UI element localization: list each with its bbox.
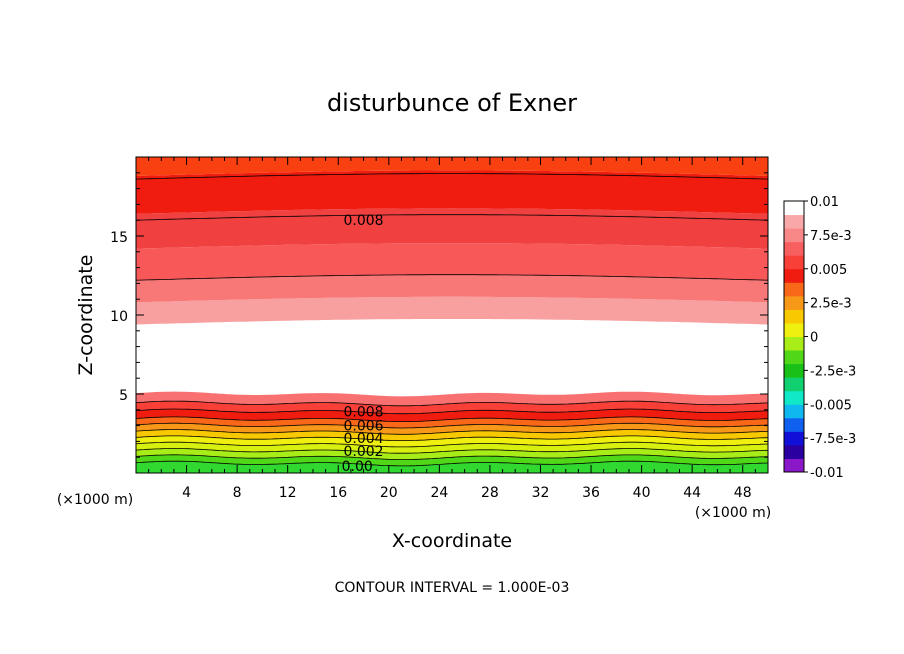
x-tick-label: 48	[734, 485, 752, 501]
colorbar-band	[784, 417, 804, 432]
contour-line	[135, 441, 769, 448]
colorbar-label: 0.01	[810, 195, 839, 210]
contour-region	[136, 274, 768, 303]
contour-label: 0.004	[343, 431, 383, 447]
colorbar-band	[784, 214, 804, 229]
contour-region	[136, 208, 768, 249]
x-tick-label: 12	[279, 485, 297, 501]
colorbar-band	[784, 255, 804, 270]
y-axis-label: Z-coordinate	[75, 255, 97, 376]
colorbar-label: 0.005	[810, 263, 847, 278]
x-axis-label: X-coordinate	[392, 530, 512, 552]
contour-label: 0.008	[343, 213, 383, 229]
contour-line	[135, 173, 769, 180]
contour-region	[136, 170, 768, 214]
contour-line	[135, 400, 769, 407]
colorbar-label: -2.5e-3	[810, 364, 856, 379]
colorbar-band	[784, 241, 804, 256]
x-tick-label: 4	[182, 485, 191, 501]
x-unit-left: (×1000 m)	[57, 492, 133, 508]
contour-label: 0.002	[343, 444, 383, 460]
colorbar-band	[784, 309, 804, 324]
contour-line	[135, 429, 769, 435]
y-tick-label: 5	[119, 388, 128, 404]
contour-line	[135, 448, 769, 454]
colorbar-band	[784, 268, 804, 283]
contour-line	[135, 408, 769, 415]
colorbar-band	[784, 336, 804, 351]
contour-region	[136, 296, 768, 325]
colorbar-band	[784, 295, 804, 310]
contour-region	[136, 461, 768, 473]
colorbar-band	[784, 444, 804, 459]
colorbar-label: 7.5e-3	[810, 229, 852, 244]
contour-region	[136, 401, 768, 414]
colorbar-band	[784, 322, 804, 337]
contour-region	[136, 409, 768, 422]
colorbar-band	[784, 228, 804, 243]
x-tick-label: 28	[481, 485, 499, 501]
colorbar-label: 0	[810, 331, 818, 346]
contour-interval-note: CONTOUR INTERVAL = 1.000E-03	[335, 580, 570, 596]
x-unit-right: (×1000 m)	[695, 505, 771, 521]
colorbar-label: 2.5e-3	[810, 297, 852, 312]
colorbar-band	[784, 377, 804, 392]
x-tick-label: 24	[430, 485, 448, 501]
contour-label: 0.006	[343, 419, 383, 435]
contour-line	[135, 435, 769, 441]
colorbar-band	[784, 282, 804, 297]
x-tick-label: 36	[582, 485, 600, 501]
contour-region	[136, 391, 768, 406]
chart-title: disturbunce of Exner	[327, 89, 577, 117]
x-tick-label: 44	[683, 485, 701, 501]
contour-line	[135, 422, 769, 429]
y-tick-label: 15	[110, 230, 128, 246]
x-tick-label: 20	[380, 485, 398, 501]
contour-label: 0.00	[342, 459, 373, 475]
colorbar-band	[784, 350, 804, 365]
x-tick-label: 16	[329, 485, 347, 501]
contour-line	[135, 454, 769, 460]
colorbar-band	[784, 201, 804, 216]
colorbar-label: -0.01	[810, 466, 844, 481]
contour-region	[136, 243, 768, 281]
contour-line	[135, 214, 769, 221]
contour-line	[135, 416, 769, 422]
colorbar-band	[784, 390, 804, 405]
colorbar-band	[784, 404, 804, 419]
colorbar-band	[784, 363, 804, 378]
colorbar-label: -0.005	[810, 398, 852, 413]
contour-region	[136, 157, 768, 176]
colorbar-label: -7.5e-3	[810, 432, 856, 447]
contour-line	[135, 274, 769, 281]
x-tick-label: 32	[532, 485, 550, 501]
x-tick-label: 8	[233, 485, 242, 501]
contour-label: 0.008	[343, 404, 383, 420]
colorbar-band	[784, 458, 804, 473]
colorbar-band	[784, 431, 804, 446]
contour-line	[135, 460, 769, 467]
x-tick-label: 40	[633, 485, 651, 501]
y-tick-label: 10	[110, 309, 128, 325]
